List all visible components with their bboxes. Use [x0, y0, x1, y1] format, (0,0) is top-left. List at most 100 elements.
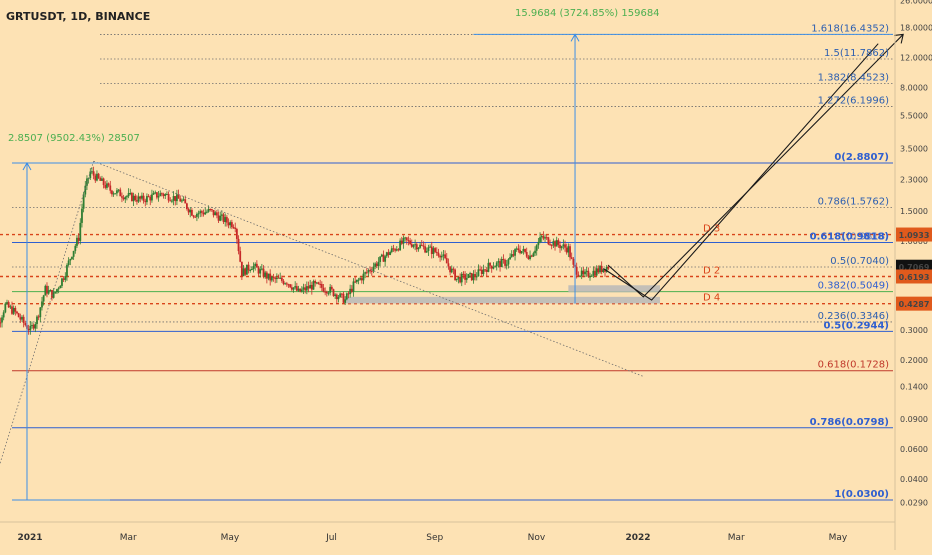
candle-body [71, 256, 73, 260]
candle-body [325, 291, 328, 294]
candle-body [347, 293, 350, 295]
candle-body [212, 209, 215, 216]
candle-body [162, 194, 165, 196]
candle-body [455, 278, 458, 281]
candle-body [16, 311, 18, 314]
candle-body [552, 241, 555, 246]
candle-body [547, 237, 550, 245]
candle-body [379, 256, 382, 262]
candle-body [577, 274, 580, 277]
fib-label-0-236-0-3346: 0.236(0.3346) [818, 311, 890, 322]
candle-body [54, 292, 57, 294]
candle-body [322, 287, 325, 292]
candle-body [320, 284, 323, 288]
price-tick-3-5000: 3.5000 [900, 145, 928, 154]
fib-label-0-786-0-0798: 0.786(0.0798) [810, 417, 889, 428]
candle-body [269, 273, 272, 281]
candle-body [72, 250, 75, 257]
candle-body [292, 287, 295, 290]
price-tick-2-3000: 2.3000 [900, 176, 928, 185]
candle-body [604, 269, 606, 272]
candle-body [409, 240, 412, 245]
candle-body [354, 281, 357, 283]
candle-body [490, 265, 493, 269]
fib-label-0-618-0-9818: 0.618(0.9818) [810, 231, 889, 242]
candle-body [304, 287, 307, 291]
price-tick-5-5000: 5.5000 [900, 111, 928, 120]
support-zone-upper [568, 285, 660, 293]
candle-body [171, 200, 173, 202]
candle-body [449, 266, 451, 273]
candle-body [56, 289, 58, 293]
candle-body [329, 286, 332, 293]
candle-body [514, 249, 516, 256]
candle-body [102, 178, 105, 186]
candle-body [534, 250, 536, 254]
candle-body [365, 272, 368, 274]
candle-body [487, 262, 490, 272]
candle-body [310, 284, 313, 290]
candle-body [420, 244, 423, 246]
candle-body [166, 193, 168, 195]
candle-body [1, 317, 3, 323]
candle-body [499, 261, 501, 268]
candle-body [529, 255, 531, 260]
candle-body [559, 244, 561, 249]
candle-body [277, 277, 280, 279]
candle-body [255, 263, 258, 268]
candle-body [330, 286, 333, 290]
candle-body [497, 261, 500, 263]
candle-body [177, 194, 180, 199]
candle-body [319, 283, 322, 285]
candle-body [176, 194, 178, 202]
candle-body [237, 238, 240, 252]
candle-body [285, 283, 288, 285]
candle-body [112, 193, 115, 195]
candle-body [161, 193, 163, 195]
candle-body [474, 274, 476, 277]
candle-body [82, 194, 85, 209]
candle-body [39, 307, 42, 318]
candle-body [579, 275, 581, 277]
candle-body [97, 173, 100, 179]
candle-body [362, 273, 365, 281]
time-tick-may-8: May [829, 533, 848, 543]
candle-body [430, 246, 433, 254]
candle-body [109, 185, 112, 191]
price-tag-0-4287 [896, 296, 932, 311]
candle-body [136, 200, 138, 202]
candle-body [435, 251, 438, 253]
candle-body [532, 253, 535, 257]
fib-label-1-618-16-4352: 1.618(16.4352) [811, 23, 889, 34]
candle-body [505, 264, 508, 266]
candle-body [199, 211, 202, 214]
time-axis[interactable]: 2021 Mar May Jul Sep Nov 2022 Mar May [17, 533, 847, 543]
candle-body [462, 273, 465, 275]
candle-body [121, 196, 123, 198]
candle-body [334, 294, 337, 296]
candle-body [191, 209, 193, 216]
fib-label-1-0-9818: 1(0.9818) [840, 231, 889, 242]
projection-channel [603, 43, 879, 301]
fib-label-1-272-6-1996: 1.272(6.1996) [818, 95, 890, 106]
candle-body [599, 265, 601, 273]
candle-body [67, 260, 70, 265]
candle-body [315, 282, 318, 284]
price-tick-0-2000: 0.2000 [900, 356, 928, 365]
candle-body [377, 261, 380, 267]
candle-body [186, 203, 188, 209]
candle-body [317, 282, 320, 284]
candle-body [479, 269, 481, 271]
candle-body [567, 246, 570, 253]
candle-body [84, 185, 87, 195]
candle-body [294, 286, 297, 288]
candle-body [584, 271, 586, 275]
candle-body [61, 278, 63, 286]
time-tick-2021-0: 2021 [17, 533, 42, 543]
candle-body [470, 273, 473, 281]
candle-body [267, 273, 270, 279]
candle-body [222, 214, 225, 223]
candle-body [372, 266, 375, 271]
